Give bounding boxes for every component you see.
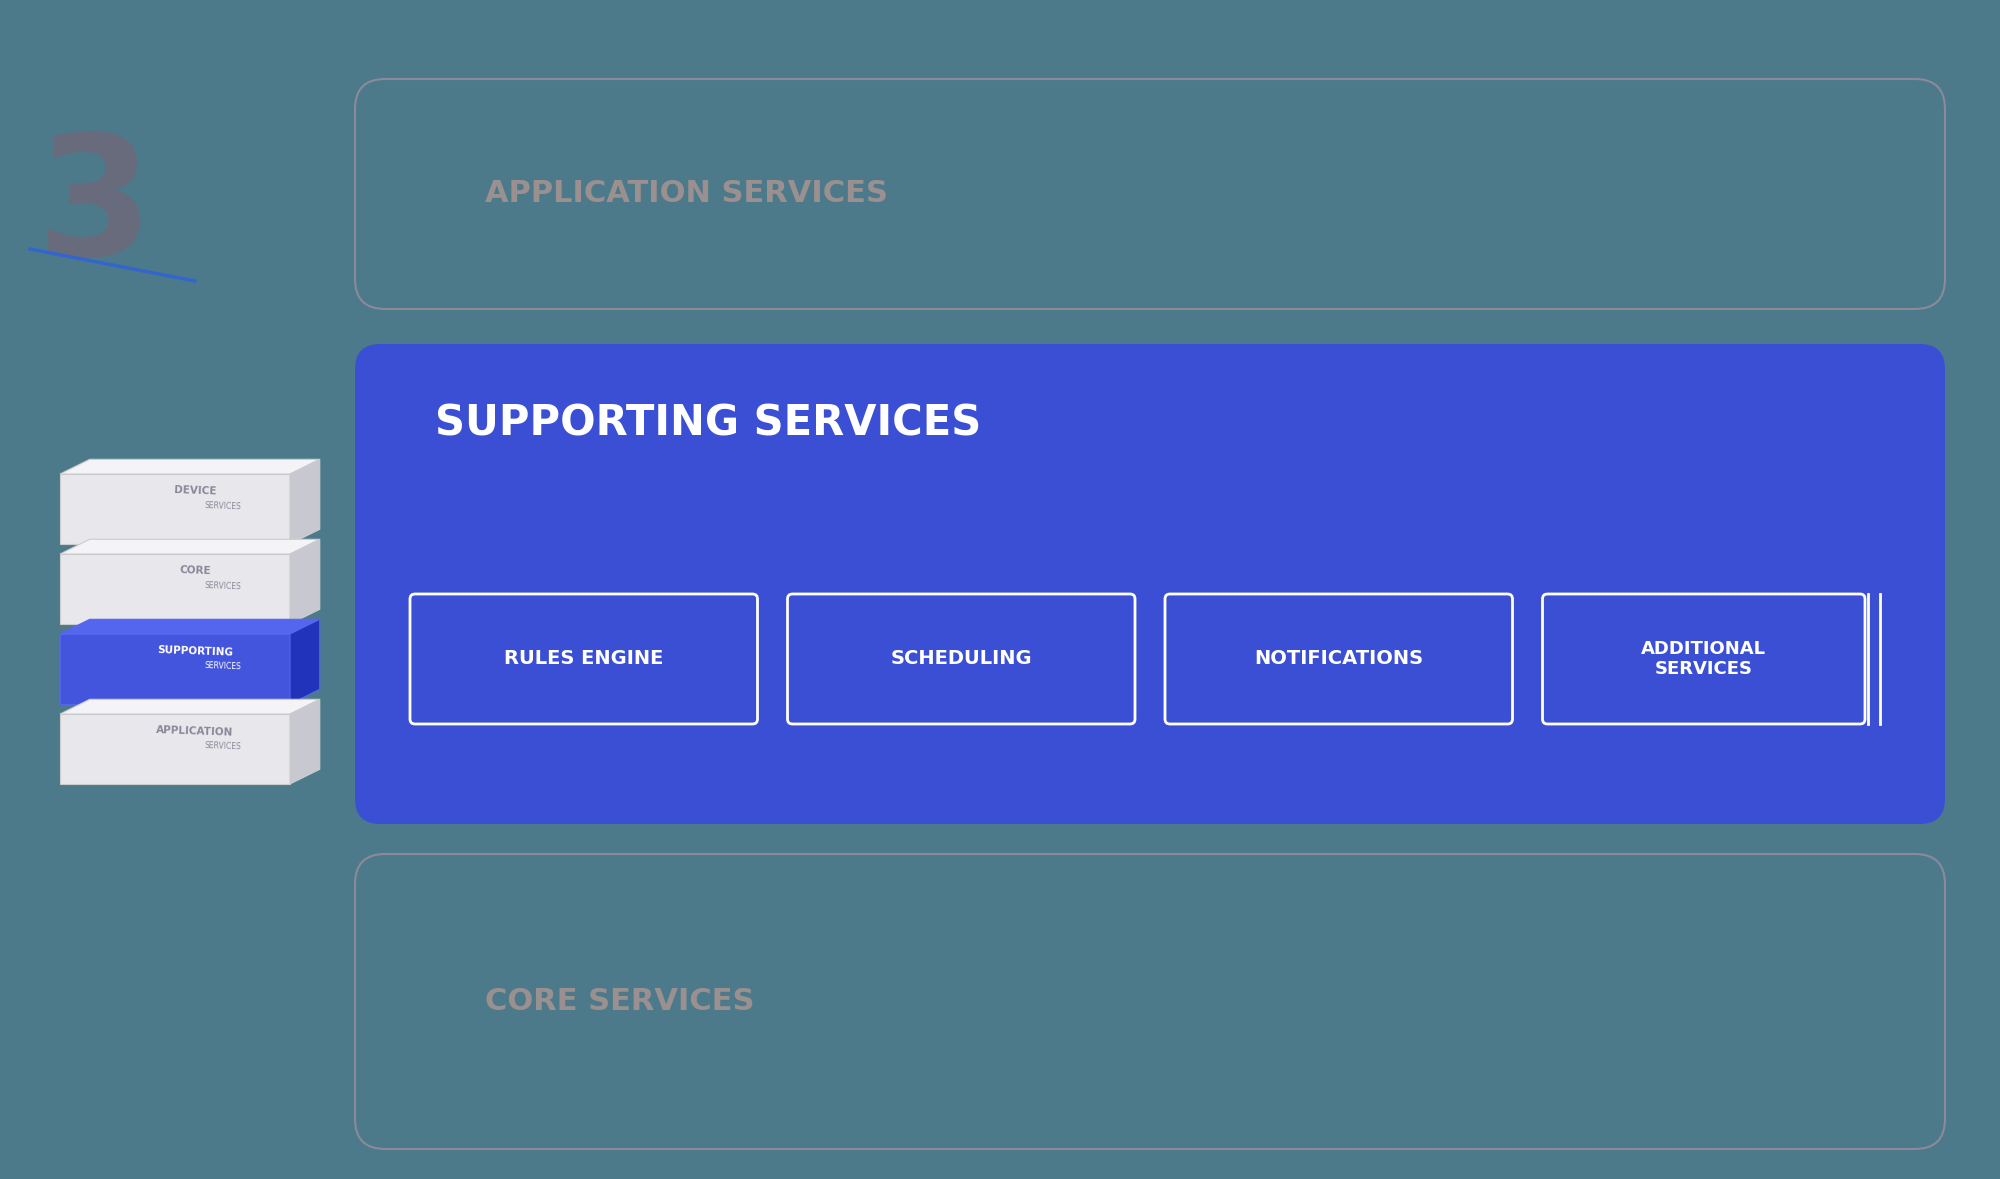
Text: SERVICES: SERVICES bbox=[204, 740, 242, 751]
FancyBboxPatch shape bbox=[788, 594, 1136, 724]
Text: SUPPORTING SERVICES: SUPPORTING SERVICES bbox=[436, 403, 982, 444]
Text: CORE SERVICES: CORE SERVICES bbox=[484, 987, 754, 1016]
Polygon shape bbox=[290, 539, 320, 624]
Polygon shape bbox=[60, 699, 320, 714]
Polygon shape bbox=[60, 619, 320, 634]
Text: SERVICES: SERVICES bbox=[204, 501, 242, 512]
Polygon shape bbox=[60, 460, 320, 474]
Text: 3: 3 bbox=[36, 127, 152, 290]
Text: DEVICE: DEVICE bbox=[174, 486, 216, 496]
Polygon shape bbox=[60, 714, 290, 784]
Text: CORE: CORE bbox=[180, 566, 210, 577]
Polygon shape bbox=[290, 699, 320, 784]
Polygon shape bbox=[60, 474, 290, 544]
Text: SUPPORTING: SUPPORTING bbox=[156, 645, 234, 658]
FancyBboxPatch shape bbox=[356, 344, 1944, 824]
Polygon shape bbox=[60, 634, 290, 704]
FancyBboxPatch shape bbox=[1164, 594, 1512, 724]
Polygon shape bbox=[60, 554, 290, 624]
Text: SCHEDULING: SCHEDULING bbox=[890, 650, 1032, 668]
Polygon shape bbox=[290, 460, 320, 544]
Text: APPLICATION: APPLICATION bbox=[156, 725, 234, 737]
Text: SERVICES: SERVICES bbox=[204, 661, 242, 671]
Text: SERVICES: SERVICES bbox=[204, 581, 242, 591]
FancyBboxPatch shape bbox=[1542, 594, 1864, 724]
Text: NOTIFICATIONS: NOTIFICATIONS bbox=[1254, 650, 1424, 668]
Text: ADDITIONAL
SERVICES: ADDITIONAL SERVICES bbox=[1642, 639, 1766, 678]
FancyBboxPatch shape bbox=[410, 594, 758, 724]
Polygon shape bbox=[290, 619, 320, 704]
Polygon shape bbox=[60, 539, 320, 554]
Text: RULES ENGINE: RULES ENGINE bbox=[504, 650, 664, 668]
Text: APPLICATION SERVICES: APPLICATION SERVICES bbox=[484, 179, 888, 209]
